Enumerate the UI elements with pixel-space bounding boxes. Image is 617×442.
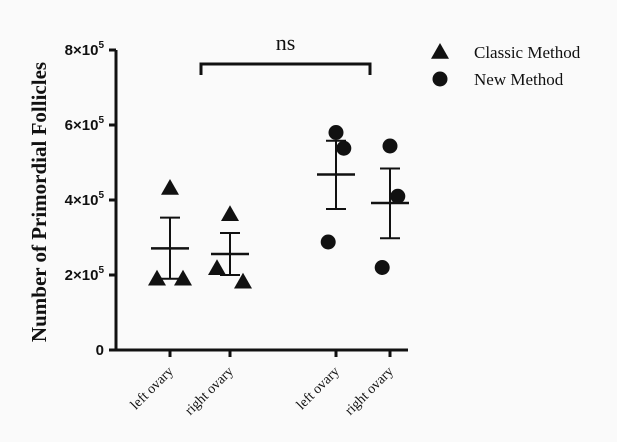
y-axis-label: Number of Primordial Follicles	[27, 62, 51, 342]
data-point	[234, 272, 252, 289]
data-point	[320, 234, 336, 250]
data-point	[374, 260, 390, 275]
legend-item: New Method	[432, 70, 564, 89]
data-group	[148, 179, 192, 286]
data-point	[382, 138, 398, 154]
data-group	[371, 138, 409, 275]
x-tick-label: left ovary	[128, 364, 177, 413]
y-tick-label: 2×105	[65, 265, 105, 284]
data-point	[161, 179, 179, 195]
y-tick-label: 4×105	[65, 190, 105, 209]
x-tick-label: right ovary	[183, 364, 237, 418]
data-group	[208, 205, 252, 289]
data-point	[221, 205, 239, 221]
data-point	[148, 269, 166, 286]
legend: Classic Method New Method	[431, 43, 581, 89]
x-tick-label: right ovary	[343, 364, 397, 418]
plot-area	[148, 125, 409, 289]
data-point	[336, 140, 352, 156]
data-point	[208, 259, 226, 275]
significance-label: ns	[276, 30, 296, 55]
significance-annotation: ns	[199, 30, 372, 75]
legend-label: New Method	[474, 70, 564, 89]
y-tick-label: 6×105	[65, 115, 105, 134]
x-tick-label: left ovary	[294, 364, 343, 413]
legend-triangle-icon	[431, 43, 449, 59]
significance-bracket	[199, 62, 372, 75]
data-point	[174, 269, 192, 286]
legend-label: Classic Method	[474, 43, 581, 62]
y-axis: 0 2×105 4×105 6×105 8×105	[65, 40, 118, 359]
y-tick-label: 8×105	[65, 40, 105, 59]
x-axis: left ovary right ovary left ovary right ova…	[114, 348, 408, 419]
legend-circle-icon	[432, 71, 448, 87]
data-point	[328, 125, 344, 140]
legend-item: Classic Method	[431, 43, 581, 62]
y-tick-label: 0	[96, 342, 104, 359]
data-group	[317, 125, 355, 250]
data-point	[390, 188, 406, 204]
